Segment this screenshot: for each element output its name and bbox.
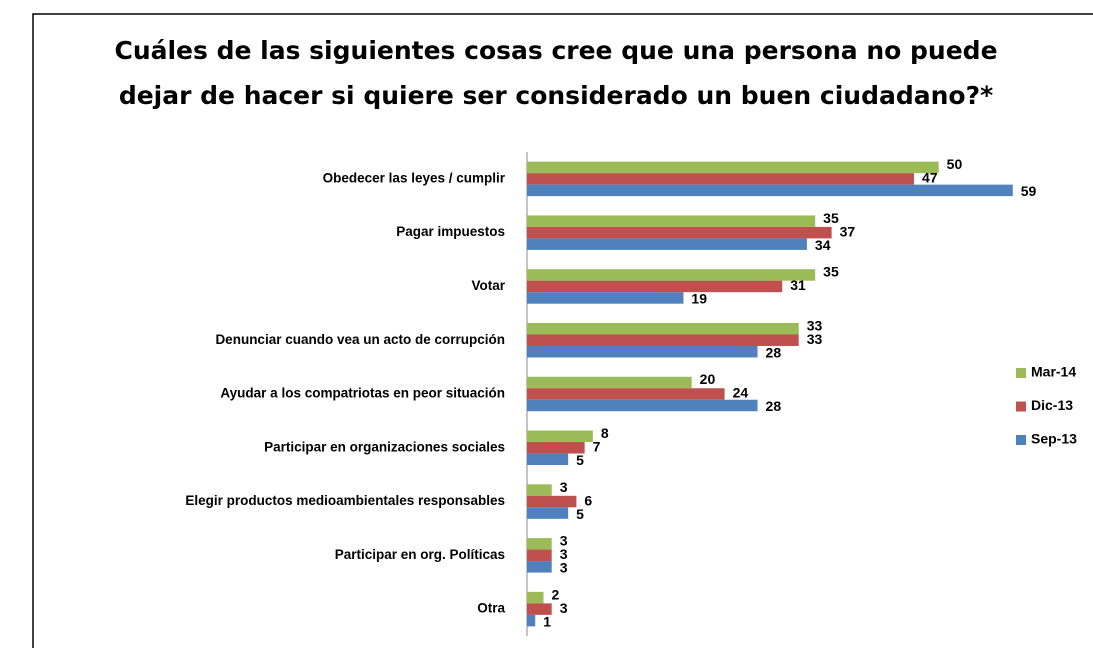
- y-tick-label: Elegir productos medioambientales respon…: [185, 493, 505, 508]
- legend-label: Dic-13: [1031, 397, 1073, 413]
- data-label: 35: [823, 210, 839, 226]
- bar: [527, 345, 758, 358]
- bar: [527, 173, 914, 185]
- chart-title: dejar de hacer si quiere ser considerado…: [119, 81, 993, 110]
- bar: [527, 388, 725, 400]
- data-label: 59: [1021, 183, 1037, 199]
- legend-label: Mar-14: [1031, 364, 1076, 380]
- y-tick-label: Ayudar a los compatriotas en peor situac…: [220, 386, 505, 401]
- data-label: 31: [790, 277, 806, 293]
- y-tick-label: Votar: [471, 278, 505, 293]
- data-label: 1: [543, 613, 551, 629]
- bar: [527, 591, 544, 604]
- y-tick-label: Participar en organizaciones sociales: [264, 439, 505, 454]
- data-label: 37: [840, 223, 856, 239]
- bar: [527, 495, 577, 508]
- frame: [32, 13, 1093, 648]
- data-label: 28: [766, 344, 782, 360]
- y-tick-label: Otra: [477, 601, 505, 616]
- bar: [527, 226, 832, 239]
- data-label: 50: [947, 156, 963, 172]
- data-label: 33: [807, 317, 823, 333]
- bar: [527, 549, 552, 562]
- legend-swatch: [1016, 401, 1026, 412]
- data-label: 35: [823, 264, 839, 280]
- data-label: 3: [560, 546, 568, 562]
- legend-swatch: [1016, 368, 1026, 378]
- data-label: 20: [700, 371, 716, 387]
- data-label: 34: [815, 237, 831, 253]
- bar: [527, 614, 536, 627]
- data-label: 19: [691, 291, 707, 307]
- data-label: 47: [922, 170, 938, 186]
- bar: [527, 484, 552, 496]
- legend-swatch: [1016, 435, 1026, 445]
- data-label: 7: [593, 438, 601, 454]
- bar: [527, 453, 569, 466]
- data-label: 3: [560, 600, 568, 616]
- bar: [527, 430, 593, 443]
- bar: [527, 442, 585, 454]
- data-label: 2: [551, 586, 559, 602]
- y-tick-label: Denunciar cuando vea un acto de corrupci…: [215, 332, 505, 347]
- bar: [527, 280, 783, 293]
- data-label: 5: [576, 452, 584, 468]
- bar: [527, 184, 1013, 197]
- bar: [527, 334, 799, 346]
- bar: [527, 376, 692, 389]
- bar: [527, 399, 758, 412]
- bar: [527, 215, 816, 227]
- y-tick-label: Obedecer las leyes / cumplir: [323, 170, 506, 185]
- data-label: 3: [560, 479, 568, 495]
- bar: [527, 603, 552, 615]
- bar: [527, 292, 684, 304]
- y-tick-label: Pagar impuestos: [396, 224, 505, 239]
- data-label: 28: [766, 398, 782, 414]
- y-tick-label: Participar en org. Políticas: [335, 547, 505, 562]
- bar: [527, 269, 816, 281]
- bar: [527, 322, 799, 335]
- bar: [527, 238, 807, 250]
- data-label: 24: [733, 385, 749, 401]
- data-label: 3: [560, 533, 568, 549]
- bar: [527, 161, 939, 174]
- data-label: 5: [576, 506, 584, 522]
- bar: [527, 538, 552, 550]
- data-label: 8: [601, 425, 609, 441]
- bar: [527, 561, 552, 573]
- legend-label: Sep-13: [1031, 431, 1077, 447]
- chart-title: Cuáles de las siguientes cosas cree que …: [114, 36, 997, 65]
- bar: [527, 507, 569, 519]
- data-label: 6: [584, 492, 592, 508]
- data-label: 3: [560, 560, 568, 576]
- data-label: 33: [807, 331, 823, 347]
